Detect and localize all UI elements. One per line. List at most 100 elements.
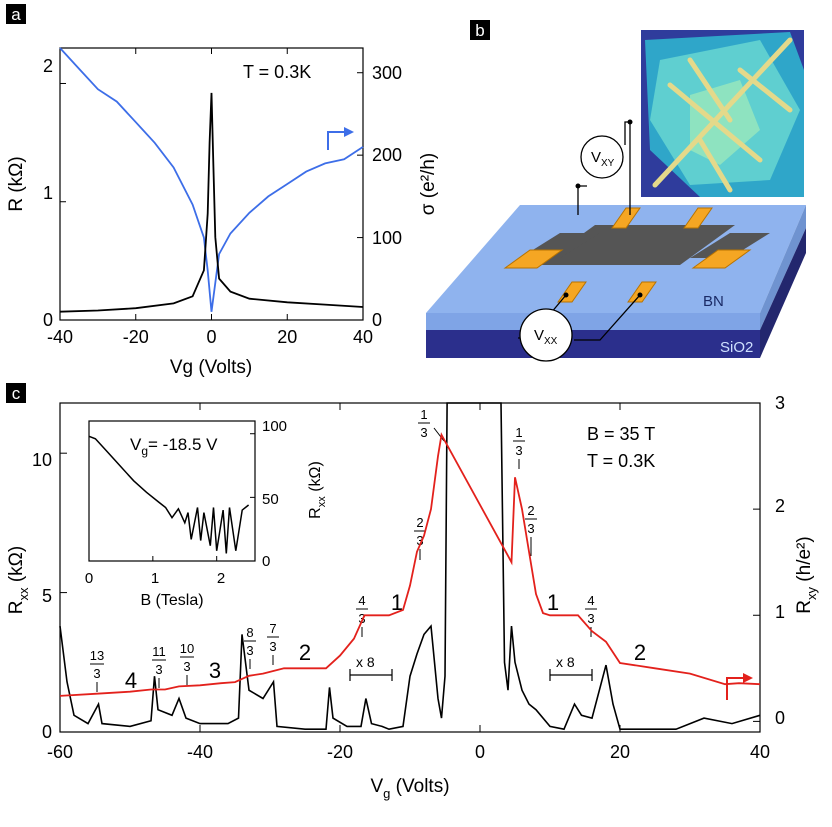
panel-a-ticks bbox=[59, 48, 364, 321]
svg-text:3: 3 bbox=[515, 443, 522, 458]
scale-left-label: x 8 bbox=[356, 654, 375, 670]
panel-c-xtick-2: -20 bbox=[327, 742, 353, 762]
scale-right-arrow bbox=[549, 669, 593, 681]
panel-a-ylabel-left: R (kΩ) bbox=[6, 156, 27, 211]
svg-text:3: 3 bbox=[246, 643, 253, 658]
panel-a-frame bbox=[59, 47, 364, 321]
panel-b-letter: b bbox=[475, 21, 484, 40]
panel-c-ytick-right-2: 2 bbox=[775, 496, 785, 516]
panel-a-ytick-left-2: 2 bbox=[43, 56, 53, 76]
vxy-label: VXY bbox=[591, 149, 615, 169]
sio2-label: SiO2 bbox=[720, 339, 753, 356]
inset: Vg= -18.5 V 0 1 2 B (Tesla) 0 50 100 Rxx… bbox=[85, 418, 328, 609]
plateau-label-2-right: 2 bbox=[634, 640, 646, 665]
panel-c-ytick-right-1: 1 bbox=[775, 602, 785, 622]
panel-a-ytick-right-1: 100 bbox=[372, 228, 402, 248]
contact-right bbox=[691, 249, 752, 269]
panel-c-ticks bbox=[59, 402, 761, 733]
panel-c-letter-box bbox=[6, 383, 26, 403]
panel-c-right-axis-arrow bbox=[726, 677, 745, 700]
inset-xtick-2: 2 bbox=[217, 570, 225, 587]
rxx-line bbox=[59, 402, 761, 731]
panel-c-ylabel-right: Rxy (h/e²) bbox=[794, 536, 819, 613]
panel-b-letter-box bbox=[470, 20, 490, 40]
panel-a-xtick-3: 20 bbox=[277, 327, 297, 347]
panel-c-letter: c bbox=[12, 384, 21, 403]
svg-text:3: 3 bbox=[420, 425, 427, 440]
svg-text:1: 1 bbox=[420, 407, 427, 422]
inset-rxx-line bbox=[88, 435, 250, 554]
svg-text:3: 3 bbox=[587, 611, 594, 626]
svg-text:4: 4 bbox=[587, 593, 594, 608]
inset-ytick-1: 50 bbox=[262, 491, 279, 508]
fraction-1-3-right: 13 bbox=[513, 425, 525, 469]
panel-a-ylabel-right: σ (e²/h) bbox=[418, 153, 439, 215]
inset-ylabel: Rxx (kΩ) bbox=[307, 461, 328, 519]
scale-right-label: x 8 bbox=[556, 654, 575, 670]
panel-c-temperature: T = 0.3K bbox=[587, 451, 655, 471]
bn-layer bbox=[426, 313, 760, 330]
bn-label: BN bbox=[703, 293, 724, 310]
svg-text:7: 7 bbox=[269, 621, 276, 636]
vxx-probe bbox=[519, 308, 573, 362]
panel-a-ytick-right-2: 200 bbox=[372, 145, 402, 165]
svg-text:3: 3 bbox=[269, 639, 276, 654]
svg-text:8: 8 bbox=[246, 625, 253, 640]
bn-side-right bbox=[760, 205, 806, 330]
svg-text:10: 10 bbox=[180, 641, 194, 656]
sio2-side-right bbox=[760, 228, 806, 358]
inset-xtick-0: 0 bbox=[85, 570, 93, 587]
panel-c-xtick-4: 20 bbox=[610, 742, 630, 762]
fraction-13-3: 133 bbox=[90, 648, 104, 692]
svg-text:1: 1 bbox=[515, 425, 522, 440]
svg-text:3: 3 bbox=[527, 521, 534, 536]
fraction-10-3: 103 bbox=[180, 641, 194, 685]
svg-text:3: 3 bbox=[358, 611, 365, 626]
inset-xtick-1: 1 bbox=[151, 570, 159, 587]
rxy-line bbox=[59, 432, 761, 697]
plateau-label-2-left: 2 bbox=[299, 640, 311, 665]
inset-xlabel: B (Tesla) bbox=[140, 592, 203, 609]
contact-top-left bbox=[611, 207, 641, 229]
inset-gate-label: Vg= -18.5 V bbox=[130, 435, 218, 458]
panel-a-right-axis-arrow bbox=[327, 131, 346, 150]
panel-a-xtick-1: -20 bbox=[123, 327, 149, 347]
panel-c: c -60 -40 -20 0 20 40 0 5 10 0 1 2 3 Vg … bbox=[6, 383, 819, 801]
svg-text:3: 3 bbox=[93, 666, 100, 681]
plateau-label-1-right: 1 bbox=[547, 590, 559, 615]
panel-c-ytick-left-2: 10 bbox=[32, 450, 52, 470]
panel-c-ytick-left-0: 0 bbox=[42, 722, 52, 742]
panel-a-temperature: T = 0.3K bbox=[243, 62, 311, 82]
hallbar-arm-right bbox=[690, 233, 770, 258]
scale-left-arrow bbox=[349, 669, 393, 681]
svg-text:3: 3 bbox=[155, 662, 162, 677]
panel-c-xtick-3: 0 bbox=[475, 742, 485, 762]
panel-a-ytick-left-1: 1 bbox=[43, 183, 53, 203]
plateau-label-3: 3 bbox=[209, 658, 221, 683]
panel-a-right-axis-arrowhead bbox=[344, 127, 354, 137]
contact-left bbox=[503, 249, 564, 269]
panel-a-ytick-left-0: 0 bbox=[43, 310, 53, 330]
inset-ytick-2: 100 bbox=[262, 418, 287, 435]
svg-text:3: 3 bbox=[416, 533, 423, 548]
vxx-label: VXX bbox=[534, 327, 558, 347]
panel-b: b BN SiO2 bbox=[426, 20, 806, 362]
panel-a-xtick-2: 0 bbox=[206, 327, 216, 347]
contact-bottom-right bbox=[627, 281, 657, 303]
inset-ytick-0: 0 bbox=[262, 553, 270, 570]
panel-a: a -40 -20 0 20 40 0 1 2 0 100 200 300 Vg… bbox=[6, 4, 439, 378]
panel-a-letter-box bbox=[6, 4, 26, 24]
panel-c-xlabel: Vg (Volts) bbox=[370, 776, 449, 801]
panel-a-xtick-0: -40 bbox=[47, 327, 73, 347]
svg-text:3: 3 bbox=[183, 659, 190, 674]
inset-ticks bbox=[88, 433, 255, 562]
vxy-probe bbox=[580, 135, 624, 179]
panel-c-ylabel-left: Rxx (kΩ) bbox=[6, 546, 31, 614]
panel-a-xlabel: Vg (Volts) bbox=[170, 357, 252, 378]
panel-a-letter: a bbox=[11, 5, 21, 24]
panel-c-xtick-5: 40 bbox=[750, 742, 770, 762]
panel-c-ytick-right-3: 3 bbox=[775, 393, 785, 413]
fraction-4-3-left: 43 bbox=[356, 593, 368, 637]
panel-c-field: B = 35 T bbox=[587, 424, 655, 444]
